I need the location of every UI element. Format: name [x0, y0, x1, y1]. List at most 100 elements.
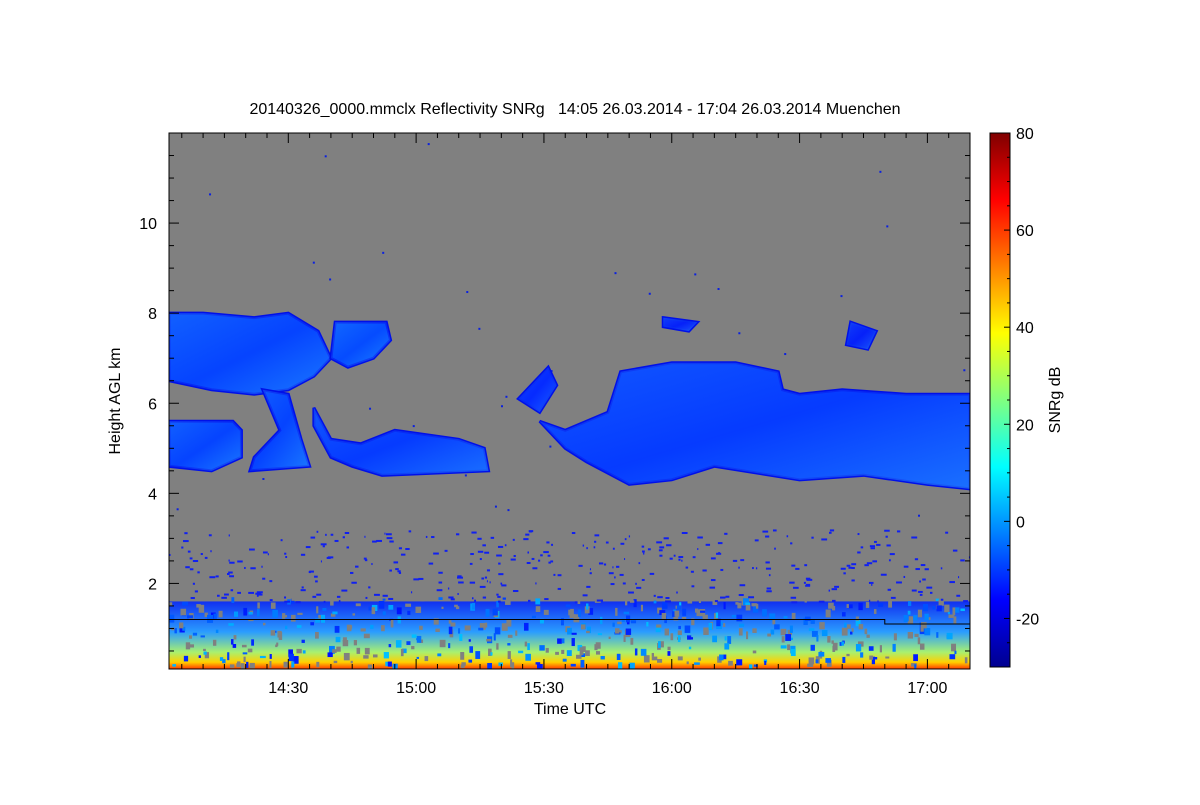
clutter-speck: [493, 633, 496, 641]
noise-speck: [586, 547, 588, 550]
clutter-speck: [746, 631, 749, 640]
noise-speck: [762, 530, 769, 533]
clutter-speck: [681, 617, 687, 621]
clutter-speck: [752, 604, 759, 613]
noise-speck: [926, 586, 933, 589]
clutter-speck: [914, 664, 917, 669]
clutter-speck: [858, 624, 864, 630]
noise-speck: [557, 574, 562, 577]
axes: 14:30 15:00 15:30 16:00 16:30 17:00 2 4 6 8 10: [139, 133, 971, 697]
noise-speck: [940, 567, 943, 570]
clutter-speck: [923, 604, 929, 612]
clutter-speck: [198, 655, 201, 658]
noise-speck: [678, 556, 684, 559]
clutter-speck: [535, 606, 541, 612]
clutter-speck: [736, 614, 743, 622]
heatmap-marks: [169, 143, 970, 669]
noise-speck: [574, 601, 578, 604]
clutter-speck: [236, 663, 241, 668]
clutter-speck: [920, 622, 927, 629]
noise-speck: [477, 537, 482, 540]
clutter-speck: [227, 652, 230, 661]
clutter-speck: [539, 645, 545, 651]
clutter-speck: [659, 610, 666, 615]
clutter-speck: [646, 621, 649, 627]
clutter-speck: [523, 622, 529, 631]
clutter-speck: [938, 599, 944, 606]
noise-speck: [811, 536, 814, 539]
noise-speck: [790, 542, 793, 545]
clutter-speck: [505, 599, 511, 605]
noise-speck: [834, 585, 840, 588]
noise-speck: [872, 560, 878, 563]
noise-speck: [774, 547, 776, 550]
clutter-speck: [907, 601, 912, 607]
noise-speck: [224, 593, 229, 596]
noise-speck: [227, 573, 230, 576]
noise-speck: [678, 558, 681, 561]
clutter-speck: [288, 649, 293, 657]
clutter-speck: [600, 616, 603, 625]
noise-speck: [636, 586, 642, 589]
noise-speck: [221, 596, 227, 599]
clutter-speck: [441, 606, 444, 609]
noise-speck: [540, 554, 543, 557]
clutter-speck: [612, 622, 615, 627]
noise-speck: [312, 261, 315, 264]
noise-speck: [608, 572, 614, 575]
clutter-speck: [370, 624, 374, 629]
clutter-speck: [292, 656, 299, 664]
clutter-speck: [868, 646, 874, 651]
clutter-speck: [700, 610, 706, 613]
clutter-speck: [322, 607, 327, 611]
noise-speck: [676, 591, 678, 594]
noise-speck: [471, 597, 474, 600]
clutter-speck: [643, 655, 650, 663]
clutter-speck: [808, 657, 815, 665]
noise-speck: [527, 551, 530, 554]
clutter-speck: [560, 618, 564, 626]
clutter-speck: [169, 614, 175, 623]
noise-speck: [691, 585, 695, 588]
clutter-speck: [936, 632, 939, 638]
noise-speck: [398, 547, 402, 550]
clutter-speck: [188, 635, 192, 639]
noise-speck: [322, 545, 325, 548]
noise-speck: [314, 575, 318, 578]
noise-speck: [868, 599, 871, 602]
clutter-speck: [494, 627, 501, 635]
clutter-speck: [468, 639, 471, 642]
clutter-speck: [448, 620, 452, 624]
noise-speck: [169, 553, 171, 556]
noise-speck: [669, 557, 673, 560]
clutter-speck: [932, 606, 936, 610]
noise-speck: [192, 560, 199, 563]
noise-speck: [295, 601, 301, 604]
noise-speck: [531, 557, 535, 560]
noise-speck: [641, 550, 645, 553]
clutter-speck: [342, 637, 347, 642]
clutter-speck: [555, 651, 559, 655]
noise-speck: [284, 600, 291, 603]
clutter-speck: [371, 607, 376, 615]
noise-speck: [458, 581, 464, 584]
noise-speck: [334, 539, 339, 542]
clutter-speck: [204, 652, 210, 659]
clutter-speck: [406, 641, 411, 645]
clutter-speck: [578, 609, 581, 617]
noise-speck: [498, 562, 501, 565]
clutter-speck: [913, 615, 918, 621]
clutter-speck: [487, 663, 492, 669]
clutter-speck: [291, 614, 296, 622]
noise-speck: [262, 551, 268, 554]
noise-speck: [482, 544, 486, 547]
clutter-speck: [885, 656, 890, 659]
clutter-speck: [716, 625, 722, 630]
clutter-speck: [320, 614, 326, 623]
noise-speck: [364, 559, 368, 562]
clutter-speck: [496, 643, 499, 650]
clutter-speck: [210, 612, 216, 619]
noise-speck: [665, 597, 670, 600]
clutter-speck: [935, 598, 940, 602]
